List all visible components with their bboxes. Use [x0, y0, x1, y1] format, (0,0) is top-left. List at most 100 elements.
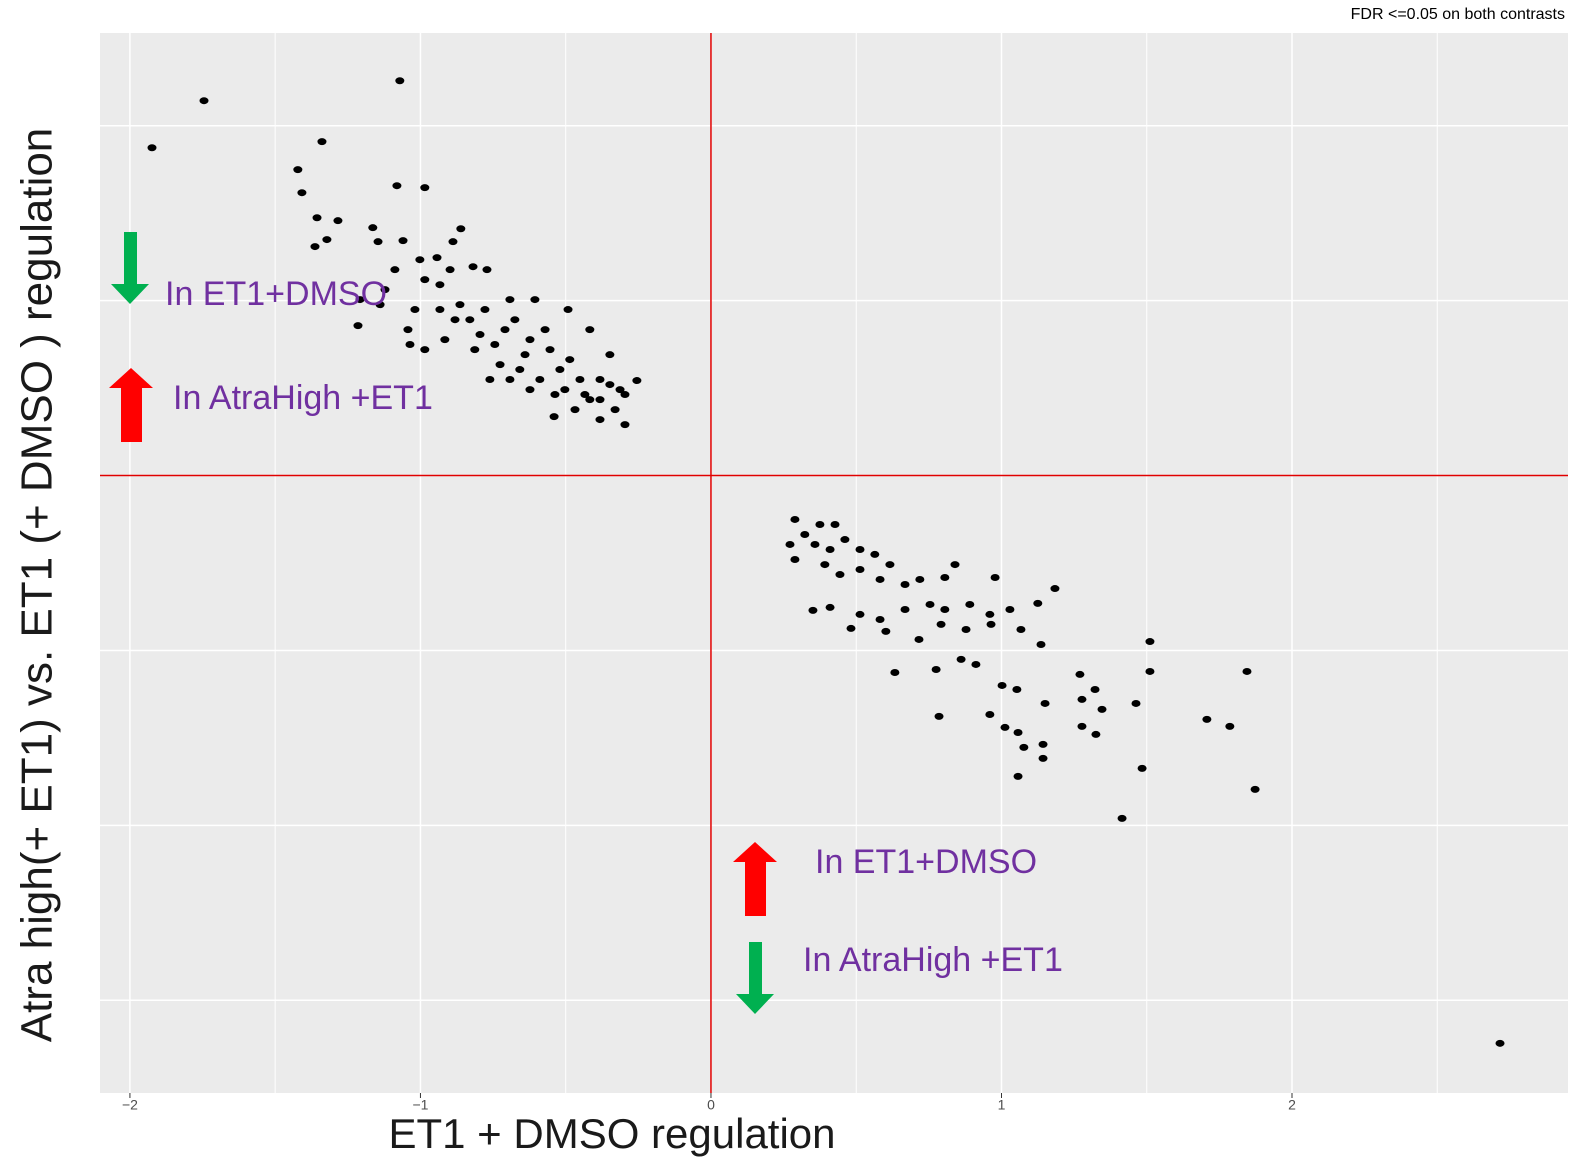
- point: [1019, 743, 1029, 751]
- point: [585, 326, 595, 334]
- point: [885, 561, 895, 569]
- point: [915, 575, 925, 583]
- point: [420, 276, 430, 284]
- point: [595, 416, 605, 424]
- point: [855, 610, 865, 618]
- point: [940, 606, 950, 614]
- up-arrow: [733, 842, 777, 916]
- point: [846, 624, 856, 632]
- point: [875, 615, 885, 623]
- point: [465, 316, 475, 324]
- point: [1091, 730, 1101, 738]
- point: [333, 217, 343, 225]
- point: [1495, 1039, 1505, 1047]
- point: [870, 550, 880, 558]
- point: [961, 625, 971, 633]
- point: [815, 521, 825, 529]
- point: [585, 396, 595, 404]
- point: [810, 540, 820, 548]
- annotation: In ET1+DMSO: [165, 275, 387, 313]
- point: [1075, 670, 1085, 678]
- point: [800, 530, 810, 538]
- point: [830, 521, 840, 529]
- point: [595, 376, 605, 384]
- point: [415, 256, 425, 264]
- point: [615, 386, 625, 394]
- point: [420, 184, 430, 192]
- point: [410, 306, 420, 314]
- point: [1013, 772, 1023, 780]
- point: [925, 600, 935, 608]
- point: [1097, 705, 1107, 713]
- point: [1250, 785, 1260, 793]
- point: [560, 386, 570, 394]
- point: [1005, 606, 1015, 614]
- annotation: In AtraHigh +ET1: [173, 379, 433, 417]
- point: [840, 536, 850, 544]
- point: [432, 254, 442, 262]
- point: [890, 668, 900, 676]
- annotation: In ET1+DMSO: [815, 843, 1037, 881]
- point: [515, 366, 525, 374]
- point: [835, 571, 845, 579]
- point: [790, 515, 800, 523]
- point: [1036, 641, 1046, 649]
- point: [610, 406, 620, 414]
- point: [825, 546, 835, 554]
- point: [971, 660, 981, 668]
- point: [1033, 599, 1043, 607]
- point: [530, 296, 540, 304]
- point: [785, 540, 795, 548]
- x-tick-label: −1: [412, 1097, 428, 1113]
- point: [520, 351, 530, 359]
- point: [808, 606, 818, 614]
- point: [985, 710, 995, 718]
- point: [395, 77, 405, 85]
- point: [368, 224, 378, 232]
- point: [855, 546, 865, 554]
- point: [545, 346, 555, 354]
- point: [1117, 814, 1127, 822]
- point: [555, 366, 565, 374]
- down-arrow: [736, 942, 774, 1014]
- point: [1131, 699, 1141, 707]
- point: [468, 263, 478, 271]
- point: [570, 406, 580, 414]
- point: [936, 620, 946, 628]
- point: [199, 97, 209, 105]
- point: [914, 635, 924, 643]
- point: [1077, 722, 1087, 730]
- point: [790, 556, 800, 564]
- x-tick-label: 1: [998, 1097, 1006, 1113]
- point: [1040, 699, 1050, 707]
- point: [455, 301, 465, 309]
- point: [595, 396, 605, 404]
- point: [390, 266, 400, 274]
- point: [950, 561, 960, 569]
- point: [482, 266, 492, 274]
- point: [470, 346, 480, 354]
- point: [500, 326, 510, 334]
- point: [540, 326, 550, 334]
- point: [990, 574, 1000, 582]
- point: [1225, 722, 1235, 730]
- point: [435, 281, 445, 289]
- point: [1145, 638, 1155, 646]
- x-tick-label: 0: [707, 1097, 715, 1113]
- point: [490, 341, 500, 349]
- point: [1013, 728, 1023, 736]
- point: [525, 386, 535, 394]
- point: [997, 681, 1007, 689]
- point: [405, 341, 415, 349]
- point: [1038, 754, 1048, 762]
- subtitle: FDR <=0.05 on both contrasts: [1351, 6, 1565, 23]
- x-tick-label: 2: [1288, 1097, 1296, 1113]
- point: [355, 296, 365, 304]
- point: [373, 238, 383, 246]
- x-tick-label: −2: [122, 1097, 138, 1113]
- point: [480, 306, 490, 314]
- point: [1050, 585, 1060, 593]
- point: [398, 237, 408, 245]
- point: [605, 381, 615, 389]
